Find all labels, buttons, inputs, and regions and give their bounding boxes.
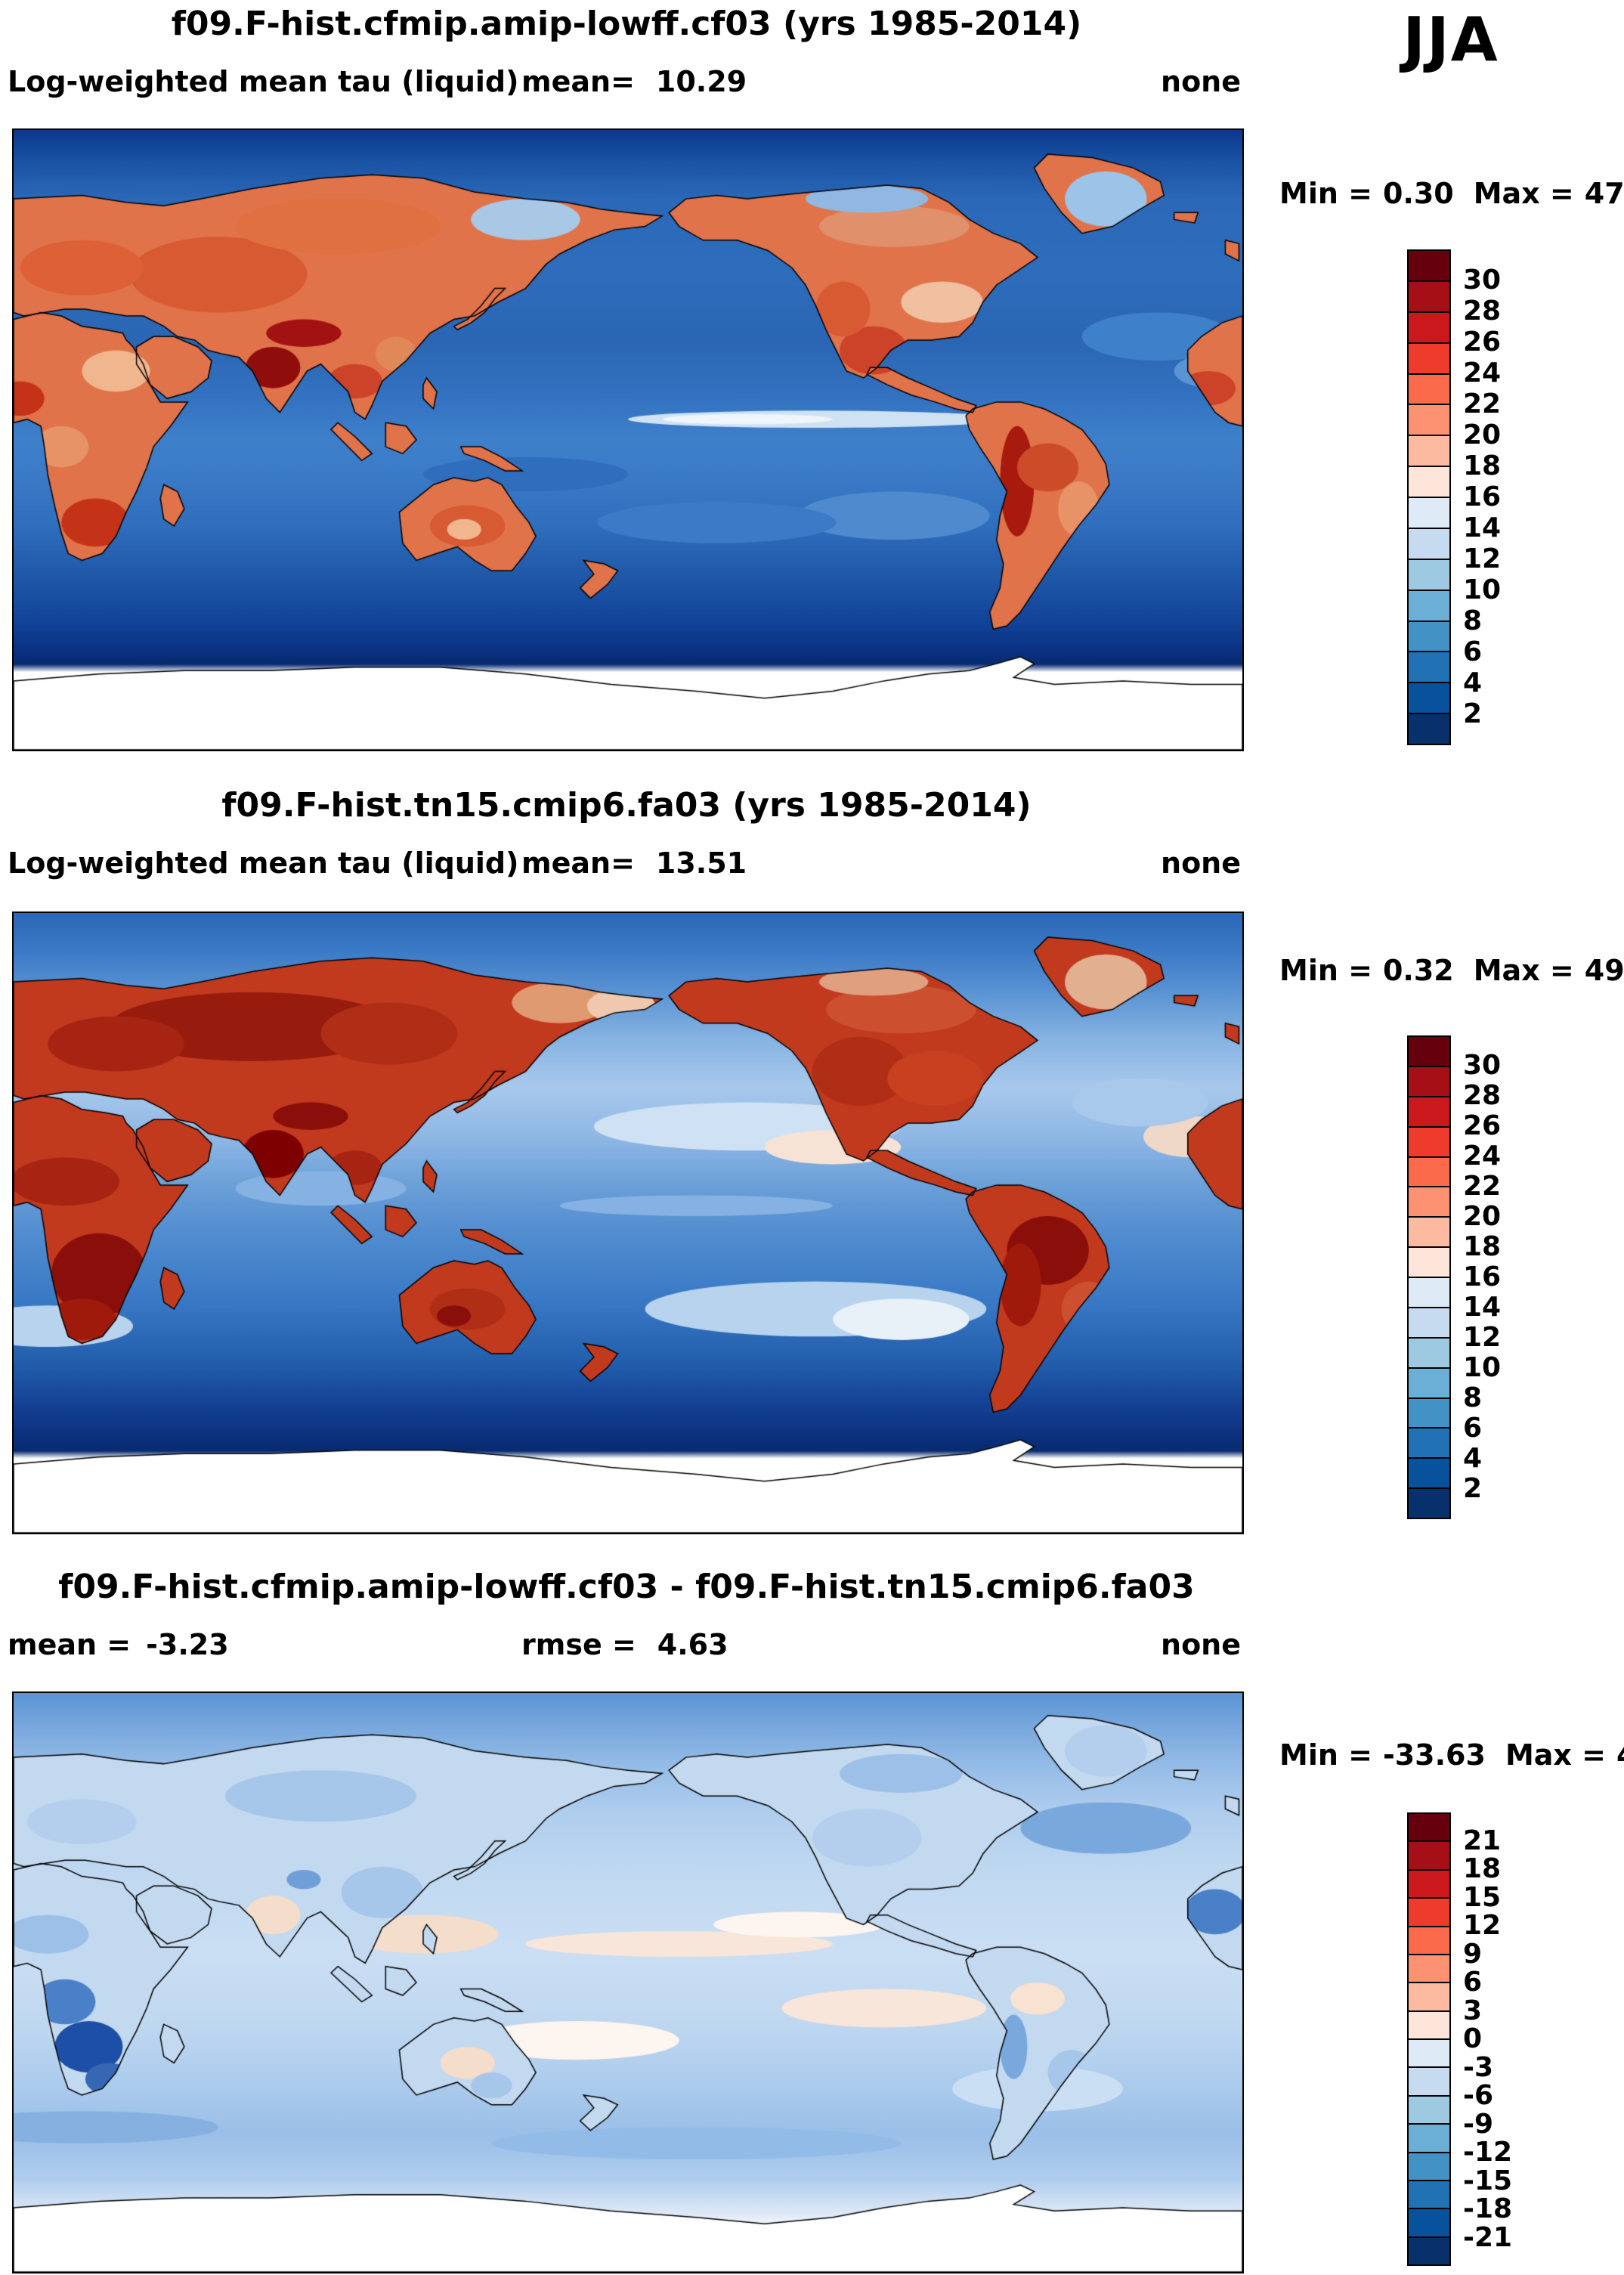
- panel3-stats-row: mean = -3.23 rmse = 4.63 none: [0, 1628, 1624, 1664]
- panel3-mean: mean = -3.23: [8, 1628, 229, 1661]
- panel2-colorbar-labels: 30 28 26 24 22 20 18 16 14 12 10 8 6 4 2: [1463, 1050, 1502, 1504]
- panel2-stats-row: Log-weighted mean tau (liquid) mean= 13.5…: [0, 847, 1624, 883]
- season-label: JJA: [1403, 5, 1499, 75]
- panel3-units-label: none: [1161, 1628, 1241, 1661]
- panel1-units-label: none: [1161, 65, 1241, 98]
- panel2-mean: mean= 13.51: [521, 847, 747, 880]
- panel3-rmse: rmse = 4.63: [521, 1628, 728, 1661]
- panel1-title: f09.F-hist.cfmip.amip-lowff.cf03 (yrs 19…: [171, 5, 1082, 43]
- panel3-colorbar-labels: 21 18 15 12 9 6 3 0 -3 -6 -9 -12 -15 -18 -21: [1463, 1825, 1513, 2253]
- panel2-colorbar: [1407, 1035, 1451, 1519]
- map-panel3: [12, 1692, 1244, 2273]
- panel3-colorbar: [1407, 1812, 1451, 2266]
- panel2-variable-label: Log-weighted mean tau (liquid): [8, 847, 519, 880]
- panel3-title: f09.F-hist.cfmip.amip-lowff.cf03 - f09.F…: [58, 1568, 1195, 1606]
- panel1-colorbar-labels: 30 28 26 24 22 20 18 16 14 12 10 8 6 4 2: [1463, 265, 1502, 729]
- panel2-title: f09.F-hist.tn15.cmip6.fa03 (yrs 1985-201…: [221, 786, 1032, 825]
- map-panel1: [12, 128, 1244, 751]
- map-panel2: [12, 912, 1244, 1534]
- panel1-variable-label: Log-weighted mean tau (liquid): [8, 65, 519, 98]
- panel1-colorbar: [1407, 249, 1451, 745]
- panel1-stats-row: Log-weighted mean tau (liquid) mean= 10.2…: [0, 65, 1624, 101]
- panel1-mean: mean= 10.29: [521, 65, 747, 98]
- panel2-units-label: none: [1161, 847, 1241, 880]
